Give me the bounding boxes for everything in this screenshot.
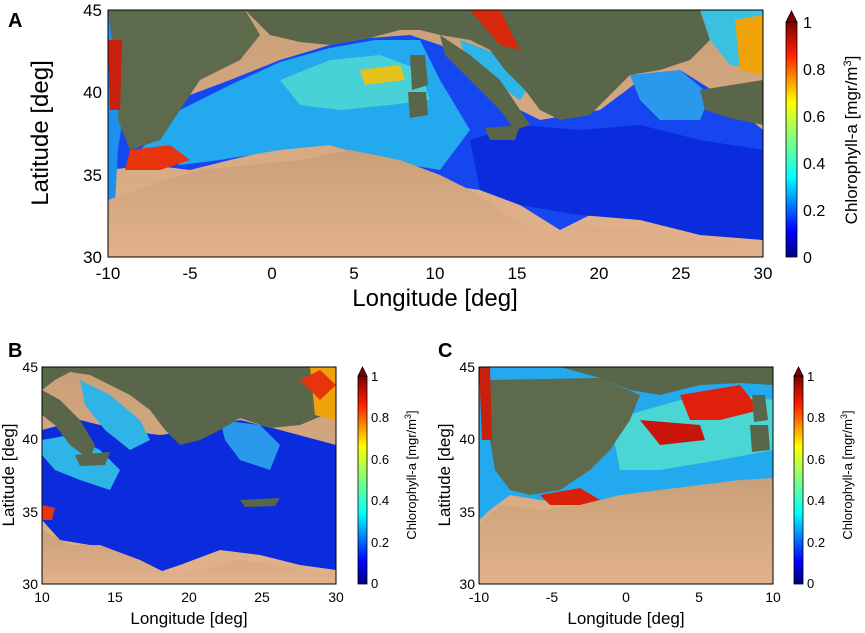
y-tick-label: 45 [22, 359, 38, 375]
panel-b: B 10 15 20 25 30 30 35 40 45 [0, 340, 419, 628]
x-tick-label: 0 [267, 264, 276, 283]
x-tick-label: 25 [254, 589, 270, 605]
panel-c-map [479, 367, 773, 584]
panel-a-colorbar: 0 0.2 0.4 0.6 0.8 1 Chlorophyll-a [mgr/m… [785, 10, 861, 267]
colorbar-tick: 0.8 [807, 410, 825, 425]
panel-c: C -10 -5 0 5 10 30 [435, 340, 855, 628]
y-tick-label: 45 [459, 359, 475, 375]
panel-b-axes: 10 15 20 25 30 30 35 40 45 Longitude [de… [0, 359, 344, 628]
x-tick-label: 25 [672, 264, 691, 283]
y-tick-label: 30 [22, 576, 38, 592]
panel-b-frame [41, 366, 337, 585]
colorbar-tick: 0.4 [371, 493, 389, 508]
panel-a-letter: A [8, 10, 22, 32]
panel-a-axes: -10 -5 0 5 10 15 20 25 30 30 35 40 45 Lo… [27, 1, 772, 312]
x-tick-label: 20 [590, 264, 609, 283]
panel-c-axes: -10 -5 0 5 10 30 35 40 45 Longitude [deg… [435, 359, 781, 628]
y-axis-title: Latitude [deg] [27, 60, 54, 205]
y-tick-label: 30 [83, 248, 102, 267]
x-tick-label: -5 [182, 264, 197, 283]
panel-c-colorbar: 0 0.2 0.4 0.6 0.8 1 Chlorophyll-a [mgr/m… [793, 366, 855, 591]
panel-a-frame [107, 9, 764, 258]
colorbar-tick: 0.4 [807, 493, 825, 508]
colorbar-tick: 1 [807, 369, 814, 384]
panel-a-map [108, 10, 763, 257]
colorbar-tick: 0 [807, 576, 814, 591]
colorbar-label: Chlorophyll-a [mgr/m3] [403, 410, 419, 539]
x-tick-label: -5 [546, 589, 559, 605]
colorbar-label: Chlorophyll-a [mgr/m3] [839, 410, 855, 539]
x-tick-label: 10 [426, 264, 445, 283]
x-tick-label: 5 [349, 264, 358, 283]
colorbar-tick: 0.2 [371, 535, 389, 550]
x-tick-label: -10 [469, 589, 489, 605]
y-axis-title: Latitude [deg] [0, 423, 18, 526]
x-axis-title: Longitude [deg] [352, 285, 517, 312]
panel-a: A [8, 1, 861, 312]
colorbar-tick: 0.6 [807, 452, 825, 467]
colorbar-tick: 1 [371, 369, 378, 384]
x-axis-title: Longitude [deg] [567, 609, 684, 628]
x-tick-label: 5 [695, 589, 703, 605]
x-tick-label: 0 [622, 589, 630, 605]
colorbar-label: Chlorophyll-a [mgr/m3] [842, 56, 861, 225]
x-tick-label: 10 [34, 589, 50, 605]
colorbar-tick: 0.4 [803, 156, 825, 173]
y-tick-label: 40 [83, 83, 102, 102]
x-tick-label: 30 [328, 589, 344, 605]
colorbar-tick: 0.2 [807, 535, 825, 550]
x-tick-label: 10 [765, 589, 781, 605]
y-tick-label: 35 [22, 504, 38, 520]
panel-b-colorbar: 0 0.2 0.4 0.6 0.8 1 Chlorophyll-a [mgr/m… [357, 366, 419, 591]
colorbar-tick: 0.8 [371, 410, 389, 425]
colorbar-tick: 0.8 [803, 62, 825, 79]
colorbar-tick: 0 [803, 250, 812, 267]
y-tick-label: 35 [83, 166, 102, 185]
panel-c-frame [478, 366, 774, 585]
colorbar-tick: 0 [371, 576, 378, 591]
y-tick-label: 40 [22, 431, 38, 447]
y-tick-label: 35 [459, 504, 475, 520]
y-tick-label: 30 [459, 576, 475, 592]
panel-b-map [42, 367, 336, 584]
x-tick-label: 15 [508, 264, 527, 283]
x-tick-label: 20 [181, 589, 197, 605]
y-tick-label: 45 [83, 1, 102, 20]
x-tick-label: -10 [96, 264, 121, 283]
x-tick-label: 15 [107, 589, 123, 605]
panel-c-letter: C [438, 340, 452, 362]
colorbar-tick: 0.6 [803, 109, 825, 126]
colorbar-tick: 0.6 [371, 452, 389, 467]
y-axis-title: Latitude [deg] [435, 423, 454, 526]
colorbar-tick: 0.2 [803, 203, 825, 220]
x-axis-title: Longitude [deg] [130, 609, 247, 628]
x-tick-label: 30 [754, 264, 773, 283]
colorbar-tick: 1 [803, 15, 812, 32]
panel-b-letter: B [8, 340, 22, 362]
y-tick-label: 40 [459, 431, 475, 447]
